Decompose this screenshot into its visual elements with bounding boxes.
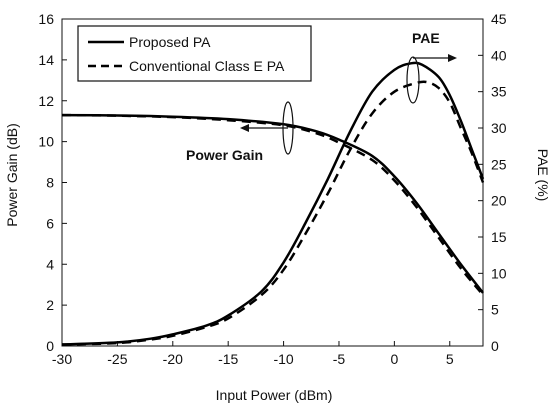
x-tick-label: -30 [52,351,72,367]
y2-tick-label: 20 [491,193,507,209]
series-line-conventional-class-e-pa-pae [61,80,485,346]
power-gain-label: Power Gain [186,147,263,163]
legend-label-proposed: Proposed PA [129,34,211,50]
y-tick-label: 6 [46,215,54,231]
x-tick-label: -5 [333,351,346,367]
legend-label-conventional: Conventional Class E PA [129,58,285,74]
y2-tick-label: 10 [491,265,507,281]
y2-tick-label: 25 [491,156,507,172]
series-line-proposed-pa-pae [61,61,485,346]
y2-tick-label: 45 [491,11,507,27]
x-tick-label: 0 [390,351,398,367]
x-tick-label: -15 [218,351,238,367]
x-tick-label: -10 [273,351,293,367]
y2-tick-label: 30 [491,120,507,136]
legend-box [77,25,312,82]
y-tick-label: 4 [46,256,54,272]
series-line-conventional-class-e-pa-power-gain [61,113,484,296]
y-axis-left: 0 2 4 6 8 10 12 14 16 [38,11,67,354]
legend: Proposed PA Conventional Class E PA [77,25,312,82]
pae-label: PAE [412,30,440,46]
y2-tick-label: 15 [491,229,507,245]
y-tick-label: 12 [38,93,54,109]
y-tick-label: 16 [38,11,54,27]
y2-tick-label: 40 [491,47,507,63]
y2-tick-label: 5 [491,302,499,318]
y-tick-label: 2 [46,297,54,313]
y-axis-right: 0 5 10 15 20 25 30 35 40 45 [478,11,507,354]
y-axis-title: Power Gain (dB) [4,123,20,226]
x-tick-label: 5 [446,351,454,367]
y-tick-label: 14 [38,52,54,68]
power-gain-arrow-head [240,124,249,132]
pae-arrow-head [448,54,457,62]
x-axis-title: Input Power (dBm) [216,387,333,403]
x-tick-label: -20 [163,351,183,367]
pae-marker-ellipse [406,56,420,104]
y-tick-label: 10 [38,134,54,150]
x-axis: -30 -25 -20 -15 -10 -5 0 5 [52,341,454,367]
y-tick-label: 0 [46,338,54,354]
annotation-power-gain: Power Gain [186,101,294,163]
series-line-proposed-pa-power-gain [61,113,484,294]
y2-tick-label: 35 [491,84,507,100]
series-layer [61,61,485,346]
y-tick-label: 8 [46,175,54,191]
annotation-pae: PAE [406,30,457,104]
x-tick-label: -25 [107,351,127,367]
y2-tick-label: 0 [491,338,499,354]
y2-axis-title: PAE (%) [535,149,550,202]
